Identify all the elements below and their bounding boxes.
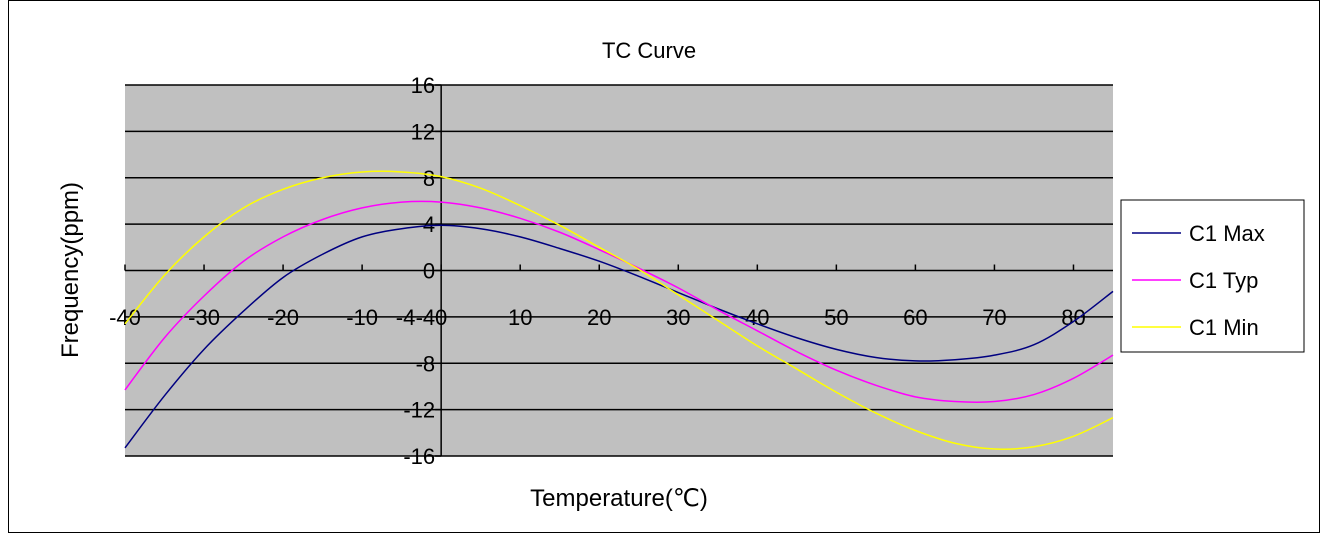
x-axis-title: Temperature(℃) bbox=[530, 485, 708, 512]
x-tick-label: 50 bbox=[824, 305, 848, 330]
legend-label-3: C1 Min bbox=[1189, 315, 1259, 340]
y-tick-label: -16 bbox=[403, 444, 435, 469]
x-tick-label: -4 bbox=[396, 305, 416, 330]
x-tick-labels: -40 -30 -20 -10 -4 0 10 20 30 40 50 60 70 80 bbox=[109, 305, 1086, 330]
x-tick-label: 20 bbox=[587, 305, 611, 330]
axes bbox=[124, 84, 1113, 457]
y-tick-label: 8 bbox=[423, 166, 435, 191]
legend-label-2: C1 Typ bbox=[1189, 268, 1258, 293]
x-tick-label: -20 bbox=[267, 305, 299, 330]
x-tick-label: 0 bbox=[435, 305, 447, 330]
series-lines bbox=[124, 170, 1114, 450]
series-line-1 bbox=[124, 224, 1114, 449]
x-tick-label: 60 bbox=[903, 305, 927, 330]
gridlines bbox=[125, 84, 1113, 457]
legend-label-1: C1 Max bbox=[1189, 221, 1265, 246]
y-tick-labels: 16 12 8 4 0 -4 -8 -12 -16 bbox=[403, 73, 435, 469]
x-tick-label: 10 bbox=[508, 305, 532, 330]
x-tick-label: -30 bbox=[188, 305, 220, 330]
y-tick-label: 12 bbox=[411, 119, 435, 144]
y-tick-label: 0 bbox=[423, 259, 435, 284]
legend: C1 Max C1 Typ C1 Min bbox=[1120, 199, 1305, 353]
y-tick-label: 4 bbox=[423, 212, 435, 237]
chart-title: TC Curve bbox=[602, 38, 696, 63]
x-tick-label: 70 bbox=[982, 305, 1006, 330]
y-axis-title: Frequency(ppm) bbox=[57, 182, 84, 358]
y-tick-label: 16 bbox=[411, 73, 435, 98]
series-line-3 bbox=[124, 170, 1114, 450]
x-tick-label: 80 bbox=[1061, 305, 1085, 330]
y-tick-label: -12 bbox=[403, 398, 435, 423]
x-tick-label: -40 bbox=[109, 305, 141, 330]
x-tick-label: -10 bbox=[346, 305, 378, 330]
x-tick-label: 30 bbox=[666, 305, 690, 330]
y-tick-label: -4 bbox=[416, 305, 436, 330]
y-tick-label: -8 bbox=[416, 351, 436, 376]
